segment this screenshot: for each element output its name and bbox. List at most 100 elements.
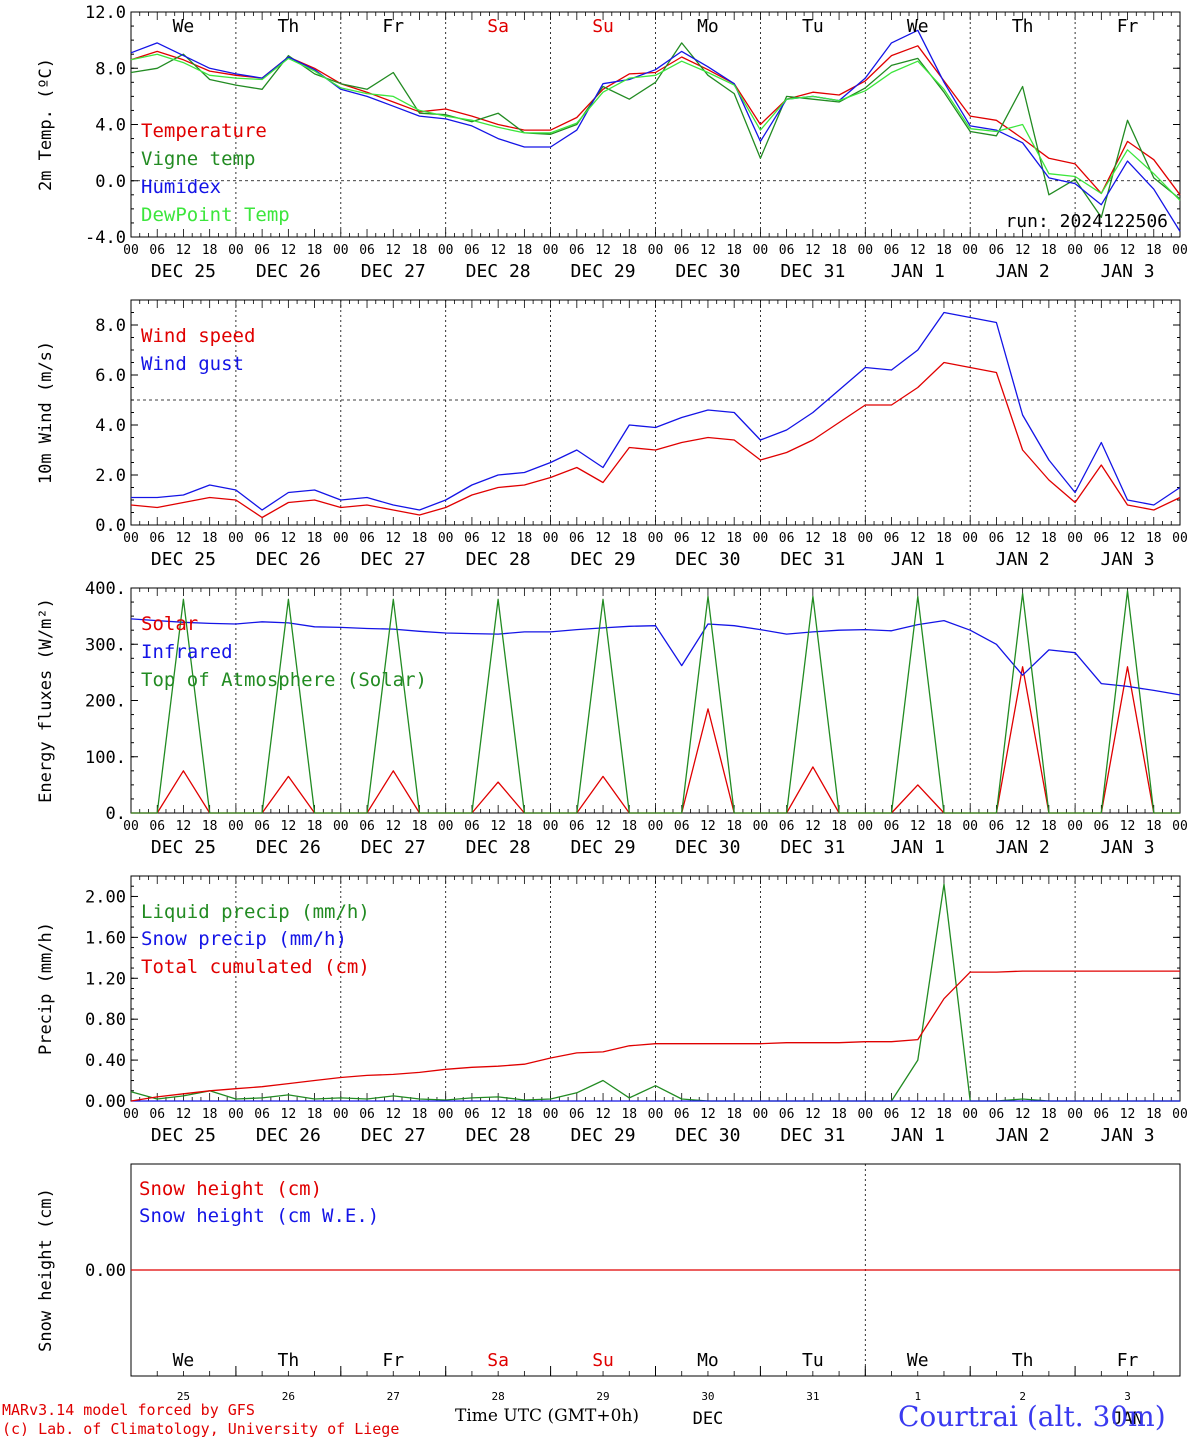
x-hour-label: 12 (700, 1107, 716, 1122)
x-hour-label: 00 (123, 531, 139, 546)
x-hour-label: 18 (517, 1107, 533, 1122)
series-line-humidex (130, 29, 1181, 232)
x-hour-label: 18 (202, 819, 218, 834)
legend-entry: Wind gust (141, 353, 244, 375)
y-tick-label: 400. (85, 579, 126, 599)
x-hour-label: 00 (333, 243, 349, 258)
x-hour-label: 06 (359, 531, 375, 546)
x-hour-label: 12 (385, 1107, 401, 1122)
y-tick-label: 0.0 (95, 172, 126, 192)
x-date-label: DEC 26 (256, 1125, 321, 1146)
weekday-label: Su (592, 1350, 614, 1371)
x-hour-label: 06 (779, 819, 795, 834)
x-hour-label: 18 (1041, 819, 1057, 834)
x-hour-label: 18 (517, 243, 533, 258)
x-hour-label: 06 (254, 243, 270, 258)
x-hour-label: 18 (307, 1107, 323, 1122)
x-hour-label: 06 (779, 531, 795, 546)
weekday-label: Th (1012, 1350, 1034, 1371)
y-axis-label: 2m Temp. (ºC) (36, 58, 56, 191)
y-tick-label: -4.0 (85, 228, 126, 248)
weekday-label: Th (278, 1350, 300, 1371)
x-hour-label: 06 (779, 243, 795, 258)
x-hour-label: 12 (805, 1107, 821, 1122)
legend-entry: Snow height (cm W.E.) (139, 1205, 379, 1227)
x-hour-label: 12 (595, 819, 611, 834)
x-hour-label: 06 (1093, 243, 1109, 258)
station-title: Courtrai (alt. 30m) (898, 1400, 1166, 1433)
y-axis-label: 10m Wind (m/s) (36, 341, 56, 484)
x-hour-label: 00 (648, 1107, 664, 1122)
x-hour-label: 00 (123, 819, 139, 834)
y-tick-label: 200. (85, 692, 126, 712)
x-date-label: DEC 31 (780, 837, 845, 858)
y-tick-label: 2.0 (95, 466, 126, 486)
x-date-label: DEC 31 (780, 261, 845, 282)
x-hour-label: 12 (1015, 531, 1031, 546)
x-hour-label: 06 (674, 819, 690, 834)
x-hour-label: 06 (149, 243, 165, 258)
x-hour-label: 18 (307, 531, 323, 546)
y-tick-label: 1.20 (85, 969, 126, 989)
x-hour-label: 00 (438, 1107, 454, 1122)
x-hour-label: 00 (648, 243, 664, 258)
legend-entry: Snow height (cm) (139, 1178, 322, 1200)
x-hour-label: 00 (543, 243, 559, 258)
x-hour-label: 06 (989, 819, 1005, 834)
y-tick-label: 12.0 (85, 3, 126, 23)
y-tick-label: 0.00 (85, 1092, 126, 1112)
date-number-label: 26 (282, 1390, 295, 1403)
lab-credit: (c) Lab. of Climatology, University of L… (2, 1420, 400, 1438)
x-hour-label: 00 (333, 531, 349, 546)
x-date-label: DEC 30 (675, 549, 740, 570)
x-hour-label: 00 (123, 1107, 139, 1122)
x-hour-label: 00 (1067, 819, 1083, 834)
date-number-label: 28 (492, 1390, 505, 1403)
y-axis-label: Snow height (cm) (36, 1188, 56, 1352)
x-date-label: DEC 31 (780, 549, 845, 570)
weekday-label: Tu (802, 16, 824, 37)
x-hour-label: 18 (202, 243, 218, 258)
x-date-label: DEC 30 (675, 1125, 740, 1146)
x-hour-label: 12 (595, 531, 611, 546)
x-hour-label: 12 (700, 819, 716, 834)
x-hour-label: 18 (936, 531, 952, 546)
x-hour-label: 18 (621, 819, 637, 834)
legend-entry: Humidex (141, 176, 221, 198)
x-hour-label: 06 (149, 819, 165, 834)
date-number-label: 27 (387, 1390, 400, 1403)
x-date-label: DEC 28 (466, 1125, 531, 1146)
x-hour-label: 06 (254, 531, 270, 546)
weekday-label: Sa (487, 16, 509, 37)
x-hour-label: 06 (254, 1107, 270, 1122)
x-hour-label: 12 (1120, 531, 1136, 546)
jan-overlay: JAN (1112, 1409, 1143, 1429)
weekday-label: We (907, 16, 929, 37)
x-hour-label: 12 (281, 1107, 297, 1122)
x-hour-label: 12 (490, 531, 506, 546)
x-hour-label: 18 (831, 819, 847, 834)
legend-entry: Snow precip (mm/h) (141, 928, 347, 950)
series-line-wind-gust (131, 311, 1181, 511)
panel-snow (130, 1163, 1181, 1377)
x-date-label: JAN 3 (1100, 837, 1154, 858)
x-hour-label: 18 (726, 531, 742, 546)
x-date-label: DEC 28 (466, 837, 531, 858)
run-annotation: run: 2024122506 (1005, 211, 1168, 232)
x-hour-label: 12 (176, 243, 192, 258)
x-hour-label: 12 (805, 243, 821, 258)
x-hour-label: 12 (910, 1107, 926, 1122)
x-hour-label: 18 (517, 531, 533, 546)
y-tick-label: 0.80 (85, 1010, 126, 1030)
x-date-label: DEC 26 (256, 549, 321, 570)
x-axis-title: Time UTC (GMT+0h) (455, 1406, 640, 1426)
x-hour-label: 06 (884, 243, 900, 258)
x-date-label: DEC 26 (256, 837, 321, 858)
x-date-label: JAN 1 (891, 1125, 945, 1146)
series-line-temperature (130, 45, 1181, 196)
x-hour-label: 06 (569, 1107, 585, 1122)
weekday-label: Fr (382, 1350, 404, 1371)
x-hour-label: 12 (1120, 243, 1136, 258)
